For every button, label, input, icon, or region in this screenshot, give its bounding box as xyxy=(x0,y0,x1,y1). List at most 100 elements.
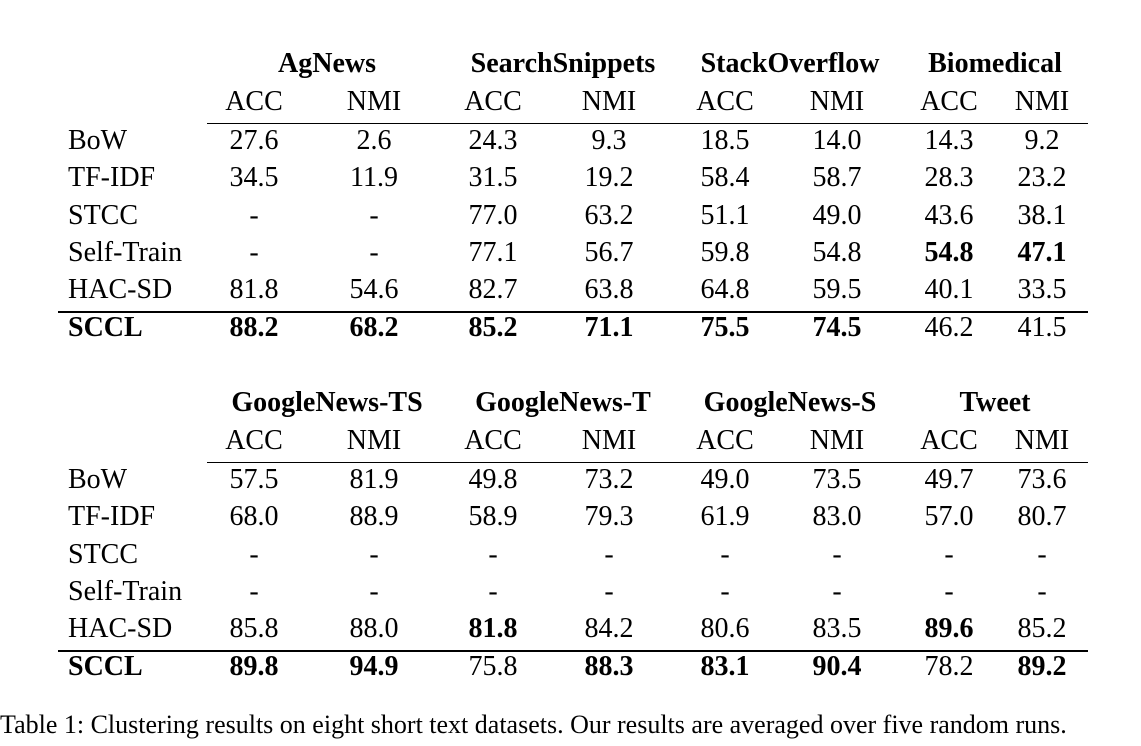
table-cell: 19.2 xyxy=(584,162,634,193)
table-cell: 77.0 xyxy=(468,200,518,231)
method-label: Self-Train xyxy=(68,576,183,607)
table-cell: 88.0 xyxy=(349,613,399,644)
table-cell: 54.8 xyxy=(812,237,862,268)
table-cell: 68.0 xyxy=(229,501,279,532)
metric-header: ACC xyxy=(225,425,283,456)
table-cell: 9.3 xyxy=(591,125,627,156)
dataset-header: GoogleNews-S xyxy=(703,387,877,418)
method-label: Self-Train xyxy=(68,237,183,268)
table-cell: - xyxy=(369,237,379,268)
table-cell: 94.9 xyxy=(349,651,399,682)
table-cell: 41.5 xyxy=(1017,312,1067,343)
dataset-header: GoogleNews-T xyxy=(475,387,651,418)
table-cell: - xyxy=(369,539,379,570)
table-cell: 38.1 xyxy=(1017,200,1067,231)
table-cell: 75.5 xyxy=(700,312,750,343)
table-cell: 74.5 xyxy=(812,312,862,343)
table-cell: 85.2 xyxy=(1017,613,1067,644)
table-cell: 88.9 xyxy=(349,501,399,532)
metric-header: NMI xyxy=(809,86,865,117)
table-cell: 61.9 xyxy=(700,501,750,532)
method-label: STCC xyxy=(68,200,139,231)
method-label: STCC xyxy=(68,539,139,570)
table-cell: 28.3 xyxy=(924,162,974,193)
table-cell: - xyxy=(720,539,730,570)
method-label: TF-IDF xyxy=(68,501,156,532)
table-cell: 78.2 xyxy=(924,651,974,682)
header-rule xyxy=(207,123,1088,124)
method-label: HAC-SD xyxy=(68,274,173,305)
table-cell: 83.1 xyxy=(700,651,750,682)
table-cell: 49.0 xyxy=(812,200,862,231)
table-cell: 81.8 xyxy=(229,274,279,305)
table-cell: 59.5 xyxy=(812,274,862,305)
midrule xyxy=(58,650,1088,652)
table-cell: - xyxy=(832,539,842,570)
metric-header: ACC xyxy=(464,86,522,117)
metric-header: NMI xyxy=(1014,425,1070,456)
table-cell: - xyxy=(1037,576,1047,607)
dataset-header: StackOverflow xyxy=(700,48,880,79)
dataset-header: GoogleNews-TS xyxy=(231,387,423,418)
table-cell: - xyxy=(944,576,954,607)
table-cell: 85.8 xyxy=(229,613,279,644)
table-cell: 80.7 xyxy=(1017,501,1067,532)
method-label: BoW xyxy=(68,125,128,156)
table-cell: 54.8 xyxy=(924,237,974,268)
results-table-top: AgNews SearchSnippets StackOverflow Biomedi… xyxy=(0,0,1141,360)
table-cell: 43.6 xyxy=(924,200,974,231)
table-cell: 73.2 xyxy=(584,464,634,495)
table-cell: 47.1 xyxy=(1017,237,1067,268)
table-caption: Table 1: Clustering results on eight sho… xyxy=(0,710,1067,739)
table-cell: 58.9 xyxy=(468,501,518,532)
method-label: TF-IDF xyxy=(68,162,156,193)
table-cell: 14.0 xyxy=(812,125,862,156)
table-cell: 18.5 xyxy=(700,125,750,156)
table-cell: 2.6 xyxy=(356,125,392,156)
table-cell: - xyxy=(488,539,498,570)
table-cell: - xyxy=(488,576,498,607)
table-cell: - xyxy=(249,200,259,231)
metric-header: ACC xyxy=(920,425,978,456)
table-cell: 81.8 xyxy=(468,613,518,644)
table-cell: 23.2 xyxy=(1017,162,1067,193)
table-cell: 73.5 xyxy=(812,464,862,495)
table-cell: 75.8 xyxy=(468,651,518,682)
table-cell: 49.8 xyxy=(468,464,518,495)
table-cell: 49.0 xyxy=(700,464,750,495)
table-cell: 58.7 xyxy=(812,162,862,193)
metric-header: ACC xyxy=(696,425,754,456)
table-cell: 84.2 xyxy=(584,613,634,644)
table-cell: 85.2 xyxy=(468,312,518,343)
method-label: HAC-SD xyxy=(68,613,173,644)
method-label: SCCL xyxy=(68,312,143,343)
table-cell: 63.2 xyxy=(584,200,634,231)
table-cell: - xyxy=(720,576,730,607)
table-cell: 79.3 xyxy=(584,501,634,532)
table-cell: 14.3 xyxy=(924,125,974,156)
table-cell: 82.7 xyxy=(468,274,518,305)
table-cell: - xyxy=(944,539,954,570)
table-cell: 57.0 xyxy=(924,501,974,532)
table-cell: 56.7 xyxy=(584,237,634,268)
dataset-header: AgNews xyxy=(278,48,376,79)
table-cell: 49.7 xyxy=(924,464,974,495)
table-cell: 27.6 xyxy=(229,125,279,156)
table-cell: 54.6 xyxy=(349,274,399,305)
table-cell: 89.6 xyxy=(924,613,974,644)
metric-header: ACC xyxy=(696,86,754,117)
metric-header: NMI xyxy=(346,86,402,117)
metric-header: NMI xyxy=(346,425,402,456)
method-label: BoW xyxy=(68,464,128,495)
metric-header: NMI xyxy=(581,425,637,456)
table-cell: 11.9 xyxy=(350,162,398,193)
method-label: SCCL xyxy=(68,651,143,682)
table-cell: 64.8 xyxy=(700,274,750,305)
table-cell: 77.1 xyxy=(468,237,518,268)
table-cell: 40.1 xyxy=(924,274,974,305)
dataset-header: Biomedical xyxy=(928,48,1062,79)
header-rule xyxy=(207,462,1088,463)
table-cell: - xyxy=(369,200,379,231)
table-cell: 24.3 xyxy=(468,125,518,156)
table-cell: 68.2 xyxy=(349,312,399,343)
